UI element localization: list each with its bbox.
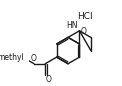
Text: O: O <box>31 54 37 63</box>
Text: O: O <box>46 75 52 84</box>
Text: O: O <box>81 27 86 36</box>
Text: methyl: methyl <box>0 53 24 62</box>
Text: HN: HN <box>66 21 78 30</box>
Text: HCl: HCl <box>77 12 93 21</box>
